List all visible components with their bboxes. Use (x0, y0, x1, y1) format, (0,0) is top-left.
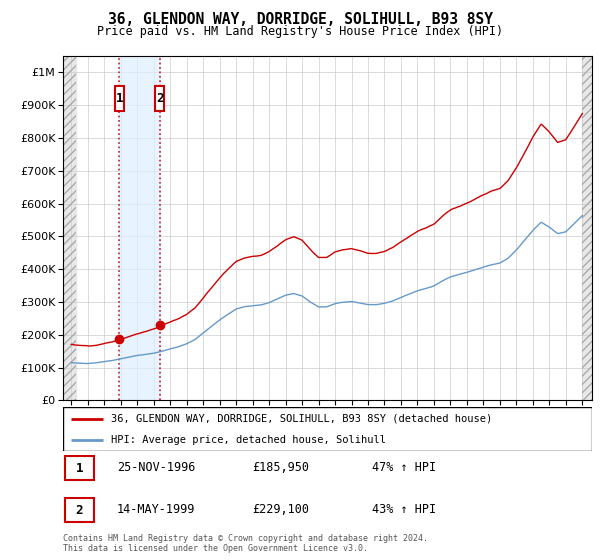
Text: 47% ↑ HPI: 47% ↑ HPI (372, 461, 436, 474)
FancyBboxPatch shape (155, 86, 164, 111)
Text: 1: 1 (76, 461, 83, 475)
Text: 1: 1 (116, 92, 123, 105)
Text: 43% ↑ HPI: 43% ↑ HPI (372, 503, 436, 516)
Text: HPI: Average price, detached house, Solihull: HPI: Average price, detached house, Soli… (110, 435, 386, 445)
Text: 36, GLENDON WAY, DORRIDGE, SOLIHULL, B93 8SY: 36, GLENDON WAY, DORRIDGE, SOLIHULL, B93… (107, 12, 493, 27)
Bar (63, 56, 76, 400)
Bar (583, 56, 592, 400)
Text: £185,950: £185,950 (252, 461, 309, 474)
Bar (583, 56, 592, 400)
Bar (63, 56, 76, 400)
Text: 2: 2 (76, 503, 83, 517)
FancyBboxPatch shape (115, 86, 124, 111)
Text: 14-MAY-1999: 14-MAY-1999 (117, 503, 196, 516)
Text: 25-NOV-1996: 25-NOV-1996 (117, 461, 196, 474)
Text: Price paid vs. HM Land Registry's House Price Index (HPI): Price paid vs. HM Land Registry's House … (97, 25, 503, 38)
Text: £229,100: £229,100 (252, 503, 309, 516)
Bar (119, 56, 160, 400)
Text: Contains HM Land Registry data © Crown copyright and database right 2024.
This d: Contains HM Land Registry data © Crown c… (63, 534, 428, 553)
Text: 2: 2 (156, 92, 164, 105)
Text: 36, GLENDON WAY, DORRIDGE, SOLIHULL, B93 8SY (detached house): 36, GLENDON WAY, DORRIDGE, SOLIHULL, B93… (110, 414, 492, 424)
